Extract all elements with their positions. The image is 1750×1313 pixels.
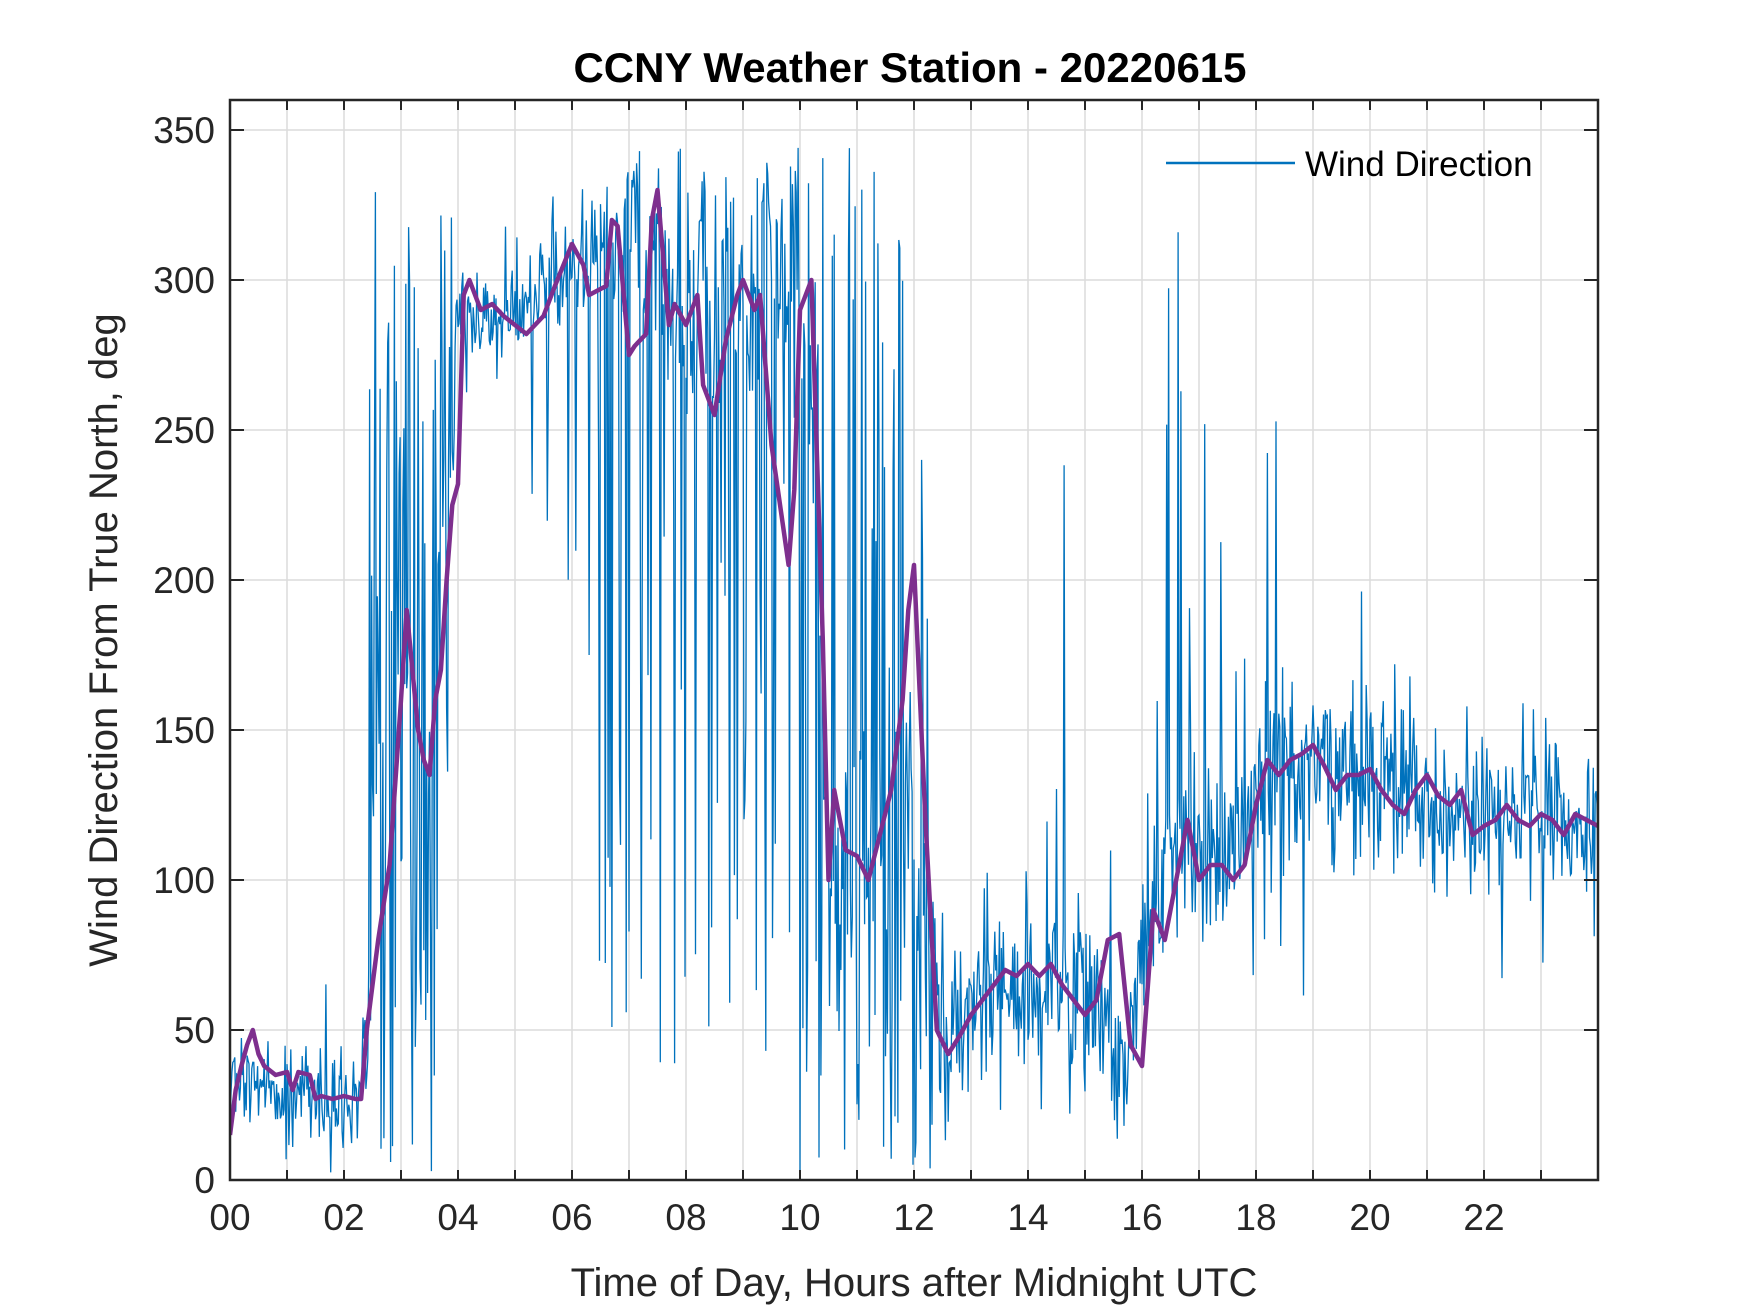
x-tick-label-06: 06 [551,1197,592,1238]
axis-ticks: 00 02 04 06 08 10 12 14 16 18 20 22 0 50 100 150 200 250 3… [153,100,1598,1238]
x-tick-label-18: 18 [1235,1197,1276,1238]
x-tick-label-16: 16 [1121,1197,1162,1238]
chart-title: CCNY Weather Station - 20220615 [573,44,1246,91]
x-tick-label-02: 02 [323,1197,364,1238]
plot-area [230,147,1598,1173]
x-tick-label-08: 08 [665,1197,706,1238]
x-tick-label-00: 00 [209,1197,250,1238]
x-tick-label-10: 10 [779,1197,820,1238]
y-tick-label-50: 50 [174,1010,215,1051]
x-tick-label-22: 22 [1463,1197,1504,1238]
y-tick-label-350: 350 [153,110,215,151]
y-tick-label-100: 100 [153,860,215,901]
y-tick-label-250: 250 [153,410,215,451]
x-tick-label-14: 14 [1007,1197,1048,1238]
series-smoothed-wind-direction-line [230,187,1598,1136]
y-tick-label-200: 200 [153,560,215,601]
x-tick-label-04: 04 [437,1197,478,1238]
x-tick-label-12: 12 [893,1197,934,1238]
legend-label-wind-direction: Wind Direction [1305,145,1533,184]
y-tick-label-300: 300 [153,260,215,301]
y-tick-label-0: 0 [194,1160,215,1201]
y-tick-label-150: 150 [153,710,215,751]
legend: Wind Direction [1166,145,1533,184]
series-wind-direction-line [230,147,1598,1173]
y-axis-label: Wind Direction From True North, deg [82,313,126,967]
x-tick-label-20: 20 [1349,1197,1390,1238]
x-axis-label: Time of Day, Hours after Midnight UTC [571,1261,1258,1305]
